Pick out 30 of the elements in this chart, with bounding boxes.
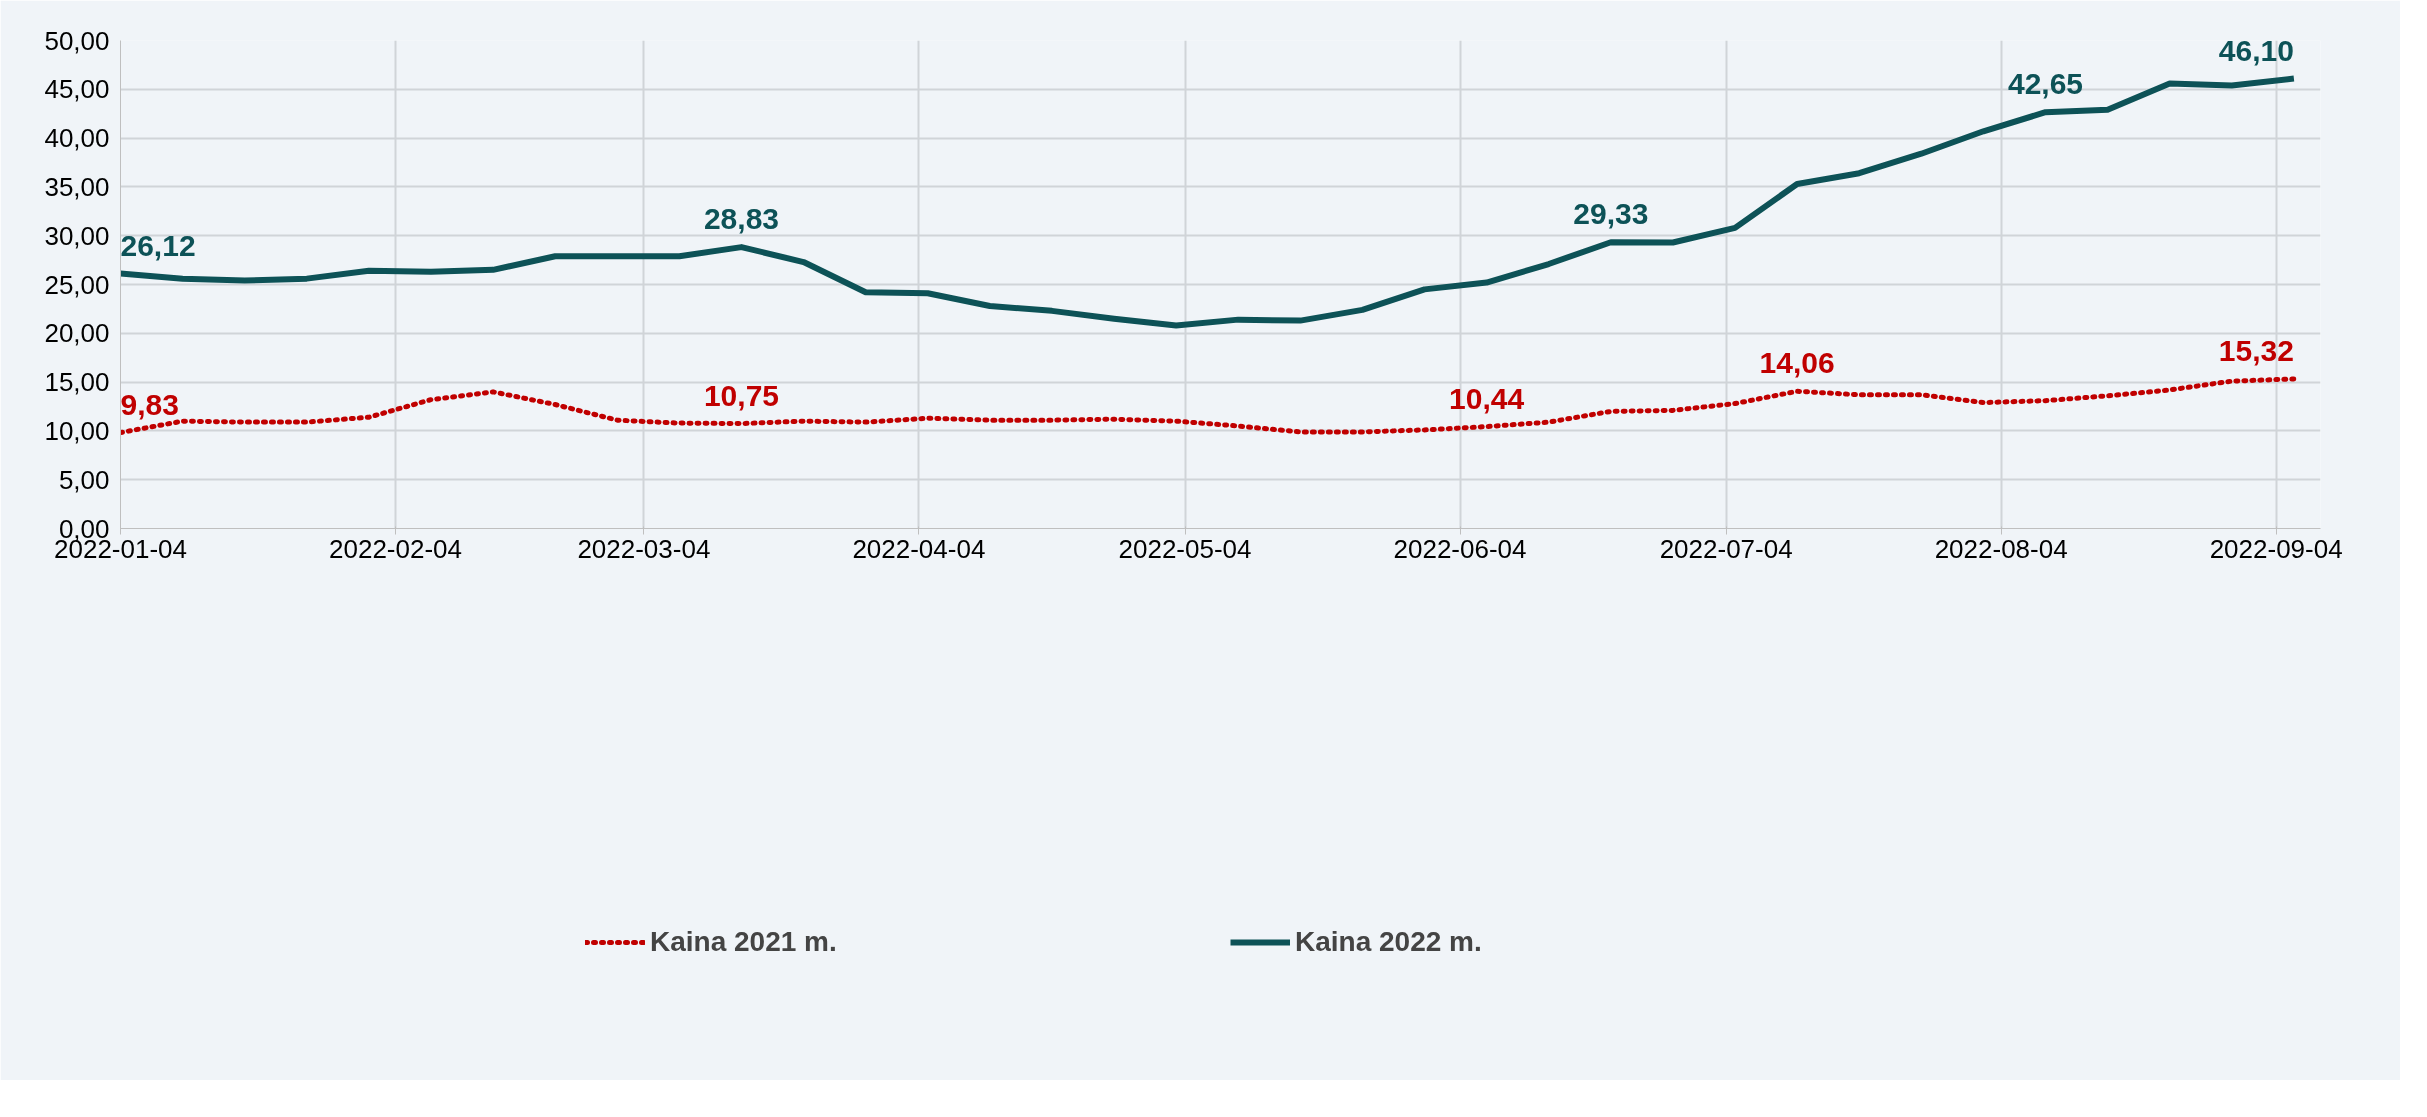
x-tick-label: 2022-05-04 — [1118, 533, 1252, 564]
y-tick-label: 45,00 — [44, 74, 110, 105]
data-label: 28,83 — [703, 202, 780, 236]
x-tick-label: 2022-09-04 — [2209, 533, 2343, 564]
data-label: 42,65 — [2007, 67, 2084, 101]
x-tick-label: 2022-04-04 — [852, 533, 986, 564]
y-tick-label: 40,00 — [44, 123, 110, 154]
y-tick-label: 5,00 — [58, 464, 110, 495]
y-tick-label: 20,00 — [44, 318, 110, 349]
x-tick-label: 2022-02-04 — [329, 533, 462, 564]
data-label: 29,33 — [1573, 197, 1649, 231]
y-tick-label: 25,00 — [44, 269, 110, 300]
y-tick-label: 10,00 — [44, 415, 110, 446]
x-tick-label: 2022-07-04 — [1659, 533, 1793, 564]
data-label: 46,10 — [2218, 33, 2294, 67]
legend-label: Kaina 2021 m. — [650, 926, 838, 958]
legend-label: Kaina 2022 m. — [1295, 926, 1483, 958]
data-label: 10,75 — [703, 378, 780, 412]
data-label: 9,83 — [120, 387, 179, 421]
data-label: 10,44 — [1449, 381, 1525, 415]
y-tick-label: 35,00 — [44, 171, 110, 202]
x-tick-label: 2022-08-04 — [1934, 533, 2068, 564]
y-tick-label: 15,00 — [44, 367, 110, 398]
data-label: 26,12 — [120, 228, 196, 262]
data-label: 15,32 — [2218, 333, 2294, 367]
x-tick-label: 2022-03-04 — [577, 533, 711, 564]
y-tick-label: 30,00 — [44, 220, 110, 251]
data-label: 14,06 — [1759, 346, 1835, 380]
x-tick-label: 2022-06-04 — [1393, 533, 1527, 564]
y-tick-label: 50,00 — [44, 25, 110, 56]
